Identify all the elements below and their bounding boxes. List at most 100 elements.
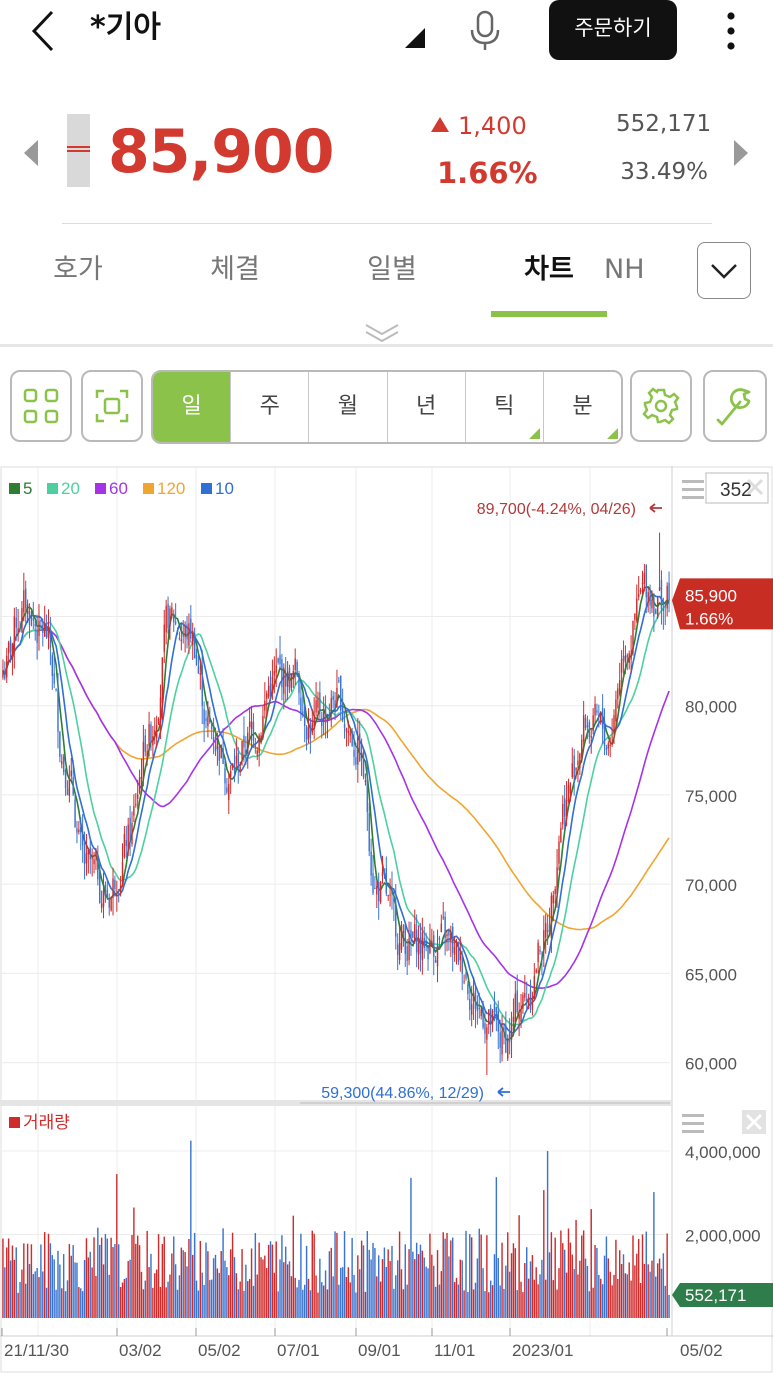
next-stock-arrow-icon[interactable] <box>734 140 748 166</box>
dropdown-triangle-icon[interactable] <box>405 28 425 48</box>
volume-bar <box>624 1273 627 1318</box>
volume-bar <box>345 1276 348 1318</box>
candle-body <box>97 855 99 880</box>
layout-grid-button[interactable] <box>10 370 72 442</box>
tab-nh[interactable]: NH <box>604 254 645 285</box>
tab-chart[interactable]: 차트 <box>524 254 574 285</box>
volume-bar <box>294 1277 296 1318</box>
prev-stock-arrow-icon[interactable] <box>24 140 38 166</box>
volume-bar <box>402 1289 405 1318</box>
tools-button[interactable] <box>703 370 767 442</box>
volume-bar <box>425 1266 427 1318</box>
period-day-button[interactable]: 일 <box>153 372 232 442</box>
volume-bar <box>429 1233 431 1318</box>
volume-bar <box>664 1285 666 1318</box>
more-menu-button[interactable] <box>716 10 746 52</box>
close-icon[interactable] <box>746 478 764 496</box>
volume-bar <box>309 1290 312 1318</box>
volume-bar <box>588 1291 591 1318</box>
candle-body <box>522 994 524 1009</box>
mic-icon <box>470 10 500 50</box>
candle-body <box>400 925 403 950</box>
volume-bar <box>248 1279 251 1318</box>
tab-hoga[interactable]: 호가 <box>53 254 103 285</box>
gear-icon <box>642 387 680 425</box>
volume-bar <box>142 1289 145 1318</box>
submenu-corner-icon <box>528 428 540 439</box>
volume-bar <box>250 1248 253 1318</box>
close-icon <box>745 1113 763 1131</box>
legend-swatch <box>47 483 58 494</box>
fullscreen-button[interactable] <box>81 370 143 442</box>
order-button[interactable]: 주문하기 <box>549 0 677 60</box>
tabs-expand-button[interactable] <box>697 242 751 299</box>
tab-trades[interactable]: 체결 <box>210 254 260 285</box>
candle-body <box>404 924 406 954</box>
volume-bar <box>4 1267 6 1318</box>
candle-body <box>262 716 264 739</box>
volume-bar <box>334 1231 336 1318</box>
volume-bar <box>290 1276 293 1318</box>
volume-bar <box>400 1269 403 1318</box>
collapse-handle[interactable] <box>362 321 402 345</box>
candle-body <box>624 655 627 663</box>
volume-bar <box>42 1271 44 1318</box>
chevron-down-icon <box>711 264 737 279</box>
volume-bar <box>488 1292 490 1318</box>
candle-body <box>469 999 471 1010</box>
volume-bar <box>459 1259 462 1318</box>
volume-bar <box>520 1281 522 1318</box>
settings-button[interactable] <box>630 370 692 442</box>
candle-body <box>154 730 156 735</box>
menu-lines-icon[interactable] <box>682 1114 704 1133</box>
volume-bar <box>112 1247 114 1318</box>
period-month-button[interactable]: 월 <box>309 372 388 442</box>
volume-bar <box>414 1259 416 1318</box>
volume-bar <box>332 1276 334 1318</box>
volume-bar <box>493 1254 496 1318</box>
candle-body <box>226 787 228 793</box>
period-week-button[interactable]: 주 <box>231 372 310 442</box>
volume-bar <box>283 1262 285 1318</box>
back-button[interactable] <box>24 8 64 54</box>
candle-body <box>99 871 101 903</box>
candle-body <box>163 624 165 652</box>
candle-body <box>535 969 537 973</box>
volume-bar <box>97 1227 99 1318</box>
stock-name[interactable]: *기아 <box>90 10 161 45</box>
volume-bar <box>13 1259 16 1318</box>
candle-body <box>121 861 124 880</box>
volume-bar <box>59 1264 61 1318</box>
candle-body <box>345 728 348 732</box>
candle-body <box>131 823 133 845</box>
volume-bar <box>368 1249 370 1318</box>
legend-label: 5 <box>23 479 32 498</box>
tab-daily[interactable]: 일별 <box>367 254 417 285</box>
candle-body <box>127 824 129 850</box>
candle-body <box>431 940 433 945</box>
candle-body <box>543 930 545 950</box>
volume-bar <box>116 1174 118 1318</box>
volume-bar <box>159 1286 162 1318</box>
candle-body <box>245 749 247 754</box>
volume-bar <box>76 1262 78 1318</box>
volume-bar <box>558 1268 560 1318</box>
candle-body <box>340 675 342 711</box>
period-tick-button[interactable]: 틱 <box>466 372 544 442</box>
volume-bar <box>522 1292 524 1318</box>
volume-bar <box>465 1230 467 1318</box>
candle-body <box>343 723 346 729</box>
period-year-button[interactable]: 년 <box>388 372 466 442</box>
volume-bar <box>91 1267 93 1318</box>
stock-chart[interactable]: 85,00080,00075,00070,00065,00060,0004,00… <box>0 466 773 1373</box>
volume-bar <box>655 1276 657 1318</box>
candle-body <box>85 853 88 864</box>
volume-bar <box>239 1281 241 1318</box>
volume-bar <box>169 1274 171 1318</box>
volume-bar <box>478 1228 480 1318</box>
period-minute-button[interactable]: 분 <box>544 372 621 442</box>
menu-lines-icon[interactable] <box>682 480 704 499</box>
mic-button[interactable] <box>466 8 506 52</box>
candle-body <box>660 579 663 610</box>
candle-body <box>453 946 456 955</box>
